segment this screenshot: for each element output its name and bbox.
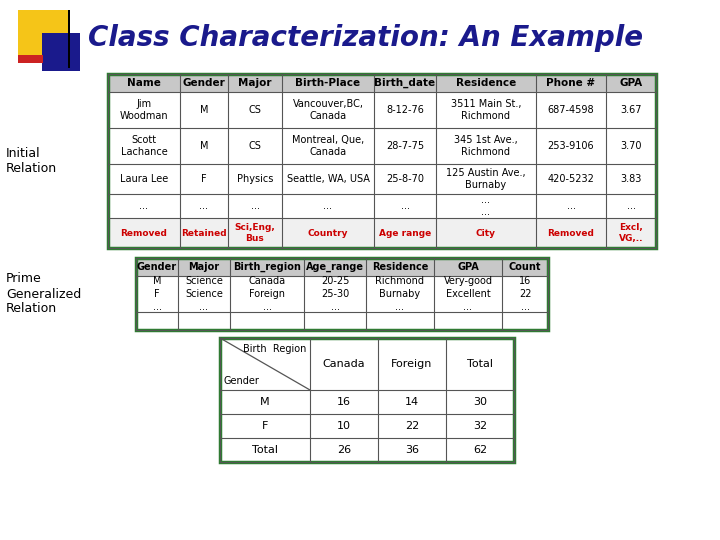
Text: 30: 30 xyxy=(473,397,487,407)
Text: 22: 22 xyxy=(405,421,419,431)
Text: Total: Total xyxy=(252,445,278,455)
Text: Age_range: Age_range xyxy=(306,262,364,272)
Text: ...
...: ... ... xyxy=(482,195,490,217)
Text: Sci,Eng,
Bus: Sci,Eng, Bus xyxy=(235,224,275,242)
Text: Residence: Residence xyxy=(456,78,516,88)
Text: ...: ... xyxy=(251,201,259,211)
Text: Excl,
VG,..: Excl, VG,.. xyxy=(618,224,643,242)
Text: M
F
...: M F ... xyxy=(153,276,161,312)
Bar xyxy=(108,74,656,248)
Text: CS: CS xyxy=(248,105,261,115)
Text: Canada
Foreign
...: Canada Foreign ... xyxy=(248,276,286,312)
Text: M: M xyxy=(199,141,208,151)
Text: Science
Science
...: Science Science ... xyxy=(185,276,223,312)
Text: 32: 32 xyxy=(473,421,487,431)
Text: 345 1st Ave.,
Richmond: 345 1st Ave., Richmond xyxy=(454,135,518,157)
Bar xyxy=(108,218,656,248)
Text: CS: CS xyxy=(248,141,261,151)
Text: 125 Austin Ave.,
Burnaby: 125 Austin Ave., Burnaby xyxy=(446,168,526,190)
Text: 20-25
25-30
...: 20-25 25-30 ... xyxy=(321,276,349,312)
Text: Laura Lee: Laura Lee xyxy=(120,174,168,184)
Text: Retained: Retained xyxy=(181,228,227,238)
Text: ...: ... xyxy=(323,201,333,211)
Text: Age range: Age range xyxy=(379,228,431,238)
Text: Removed: Removed xyxy=(120,228,168,238)
Text: Class Characterization: An Example: Class Characterization: An Example xyxy=(88,24,643,52)
Text: 16: 16 xyxy=(337,397,351,407)
Text: Gender: Gender xyxy=(183,78,225,88)
Text: 25-8-70: 25-8-70 xyxy=(386,174,424,184)
Text: 26: 26 xyxy=(337,445,351,455)
Text: Major: Major xyxy=(189,262,220,272)
Text: ...: ... xyxy=(199,201,209,211)
Text: Prime
Generalized
Relation: Prime Generalized Relation xyxy=(6,273,81,315)
Text: 420-5232: 420-5232 xyxy=(548,174,595,184)
Text: Vancouver,BC,
Canada: Vancouver,BC, Canada xyxy=(292,99,364,121)
Text: Birth-Place: Birth-Place xyxy=(295,78,361,88)
Text: Birth_region: Birth_region xyxy=(233,262,301,272)
Text: 3511 Main St.,
Richmond: 3511 Main St., Richmond xyxy=(451,99,521,121)
Text: 28-7-75: 28-7-75 xyxy=(386,141,424,151)
Text: Residence: Residence xyxy=(372,262,428,272)
Text: Removed: Removed xyxy=(548,228,595,238)
Text: F: F xyxy=(201,174,207,184)
Text: Canada: Canada xyxy=(323,359,365,369)
Text: M: M xyxy=(199,105,208,115)
Text: 3.67: 3.67 xyxy=(620,105,642,115)
Text: Montreal, Que,
Canada: Montreal, Que, Canada xyxy=(292,135,364,157)
Text: Count: Count xyxy=(509,262,541,272)
Text: 687-4598: 687-4598 xyxy=(548,105,594,115)
Bar xyxy=(18,55,43,63)
Text: 8-12-76: 8-12-76 xyxy=(386,105,424,115)
Text: Birth_date: Birth_date xyxy=(374,78,436,88)
Text: 16
22
...: 16 22 ... xyxy=(518,276,531,312)
Text: 10: 10 xyxy=(337,421,351,431)
Text: Phone #: Phone # xyxy=(546,78,595,88)
Text: M: M xyxy=(260,397,270,407)
Text: Birth  Region: Birth Region xyxy=(243,344,306,354)
Text: Gender: Gender xyxy=(224,376,260,386)
Text: Seattle, WA, USA: Seattle, WA, USA xyxy=(287,174,369,184)
Bar xyxy=(68,10,70,68)
Text: GPA: GPA xyxy=(457,262,479,272)
Bar xyxy=(220,338,514,462)
Text: ...: ... xyxy=(400,201,410,211)
Text: Foreign: Foreign xyxy=(391,359,433,369)
Text: F: F xyxy=(262,421,268,431)
Text: 3.70: 3.70 xyxy=(620,141,642,151)
Bar xyxy=(136,258,548,330)
Text: Physics: Physics xyxy=(237,174,273,184)
Bar xyxy=(18,10,70,62)
Text: 253-9106: 253-9106 xyxy=(548,141,594,151)
Text: Total: Total xyxy=(467,359,493,369)
Text: 62: 62 xyxy=(473,445,487,455)
Text: Jim
Woodman: Jim Woodman xyxy=(120,99,168,121)
Bar xyxy=(136,258,548,276)
Text: Major: Major xyxy=(238,78,271,88)
Text: Initial
Relation: Initial Relation xyxy=(6,147,57,175)
Text: 36: 36 xyxy=(405,445,419,455)
Text: Very-good
Excellent
...: Very-good Excellent ... xyxy=(444,276,492,312)
Text: ...: ... xyxy=(626,201,636,211)
Text: Name: Name xyxy=(127,78,161,88)
Text: 3.83: 3.83 xyxy=(621,174,642,184)
Bar xyxy=(42,33,80,71)
Text: City: City xyxy=(476,228,496,238)
Text: ...: ... xyxy=(140,201,148,211)
Text: Country: Country xyxy=(307,228,348,238)
Text: Gender: Gender xyxy=(137,262,177,272)
Text: 14: 14 xyxy=(405,397,419,407)
Text: Scott
Lachance: Scott Lachance xyxy=(121,135,167,157)
Text: ...: ... xyxy=(567,201,575,211)
Bar xyxy=(108,74,656,92)
Text: GPA: GPA xyxy=(619,78,642,88)
Text: Richmond
Burnaby
...: Richmond Burnaby ... xyxy=(376,276,425,312)
